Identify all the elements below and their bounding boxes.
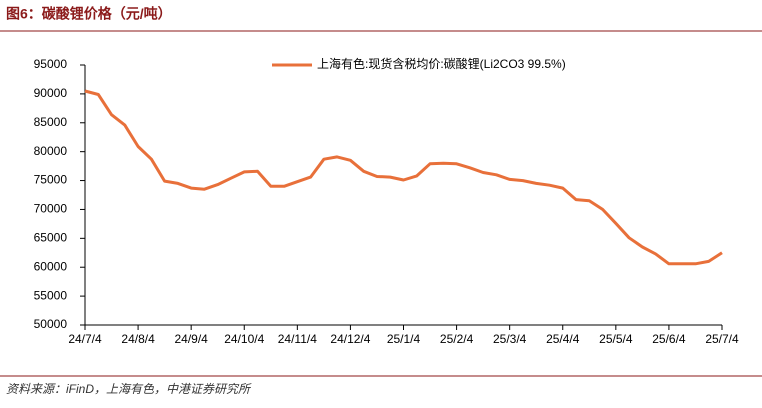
x-tick-label: 25/4/4	[546, 332, 580, 346]
x-tick-label: 25/5/4	[599, 332, 633, 346]
y-tick-label: 85000	[34, 115, 68, 129]
legend-label: 上海有色:现货含税均价:碳酸锂(Li2CO3 99.5%)	[317, 56, 566, 71]
y-tick-label: 70000	[34, 202, 68, 216]
y-tick-label: 80000	[34, 144, 68, 158]
y-tick-label: 50000	[34, 317, 68, 331]
x-tick-label: 25/7/4	[705, 332, 739, 346]
x-tick-label: 24/7/4	[68, 332, 102, 346]
y-tick-label: 60000	[34, 259, 68, 273]
y-tick-label: 55000	[34, 288, 68, 302]
y-tick-label: 95000	[34, 57, 68, 71]
x-tick-label: 25/1/4	[387, 332, 421, 346]
x-tick-label: 24/11/4	[278, 332, 317, 346]
y-tick-label: 75000	[34, 173, 68, 187]
y-tick-label: 65000	[34, 231, 68, 245]
x-tick-label: 24/12/4	[330, 332, 370, 346]
x-tick-label: 25/2/4	[440, 332, 474, 346]
x-tick-label: 24/9/4	[174, 332, 208, 346]
source: 资料来源：iFinD，上海有色，中港证券研究所	[6, 382, 252, 396]
x-tick-label: 25/3/4	[493, 332, 527, 346]
x-tick-label: 24/10/4	[224, 332, 264, 346]
x-tick-label: 24/8/4	[121, 332, 155, 346]
y-tick-label: 90000	[34, 86, 68, 100]
x-tick-label: 25/6/4	[652, 332, 686, 346]
chart-title: 图6：碳酸锂价格（元/吨）	[6, 6, 172, 22]
line	[84, 89, 723, 266]
